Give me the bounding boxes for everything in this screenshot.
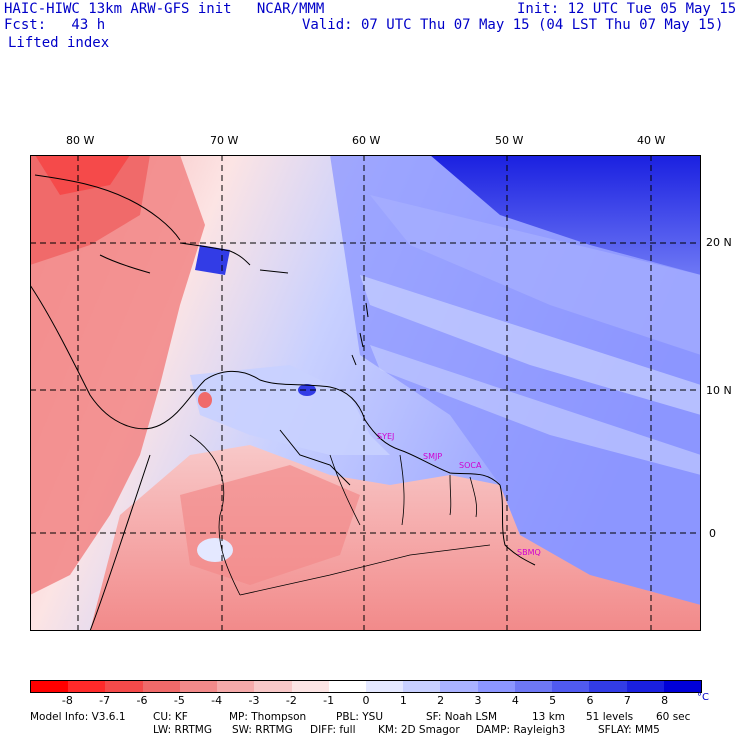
station-smjp: SMJP — [423, 452, 443, 461]
model-info-version: Model Info: V3.6.1 — [30, 711, 126, 723]
colorbar-tick-label: 6 — [586, 694, 594, 707]
model-title: HAIC-HIWC 13km ARW-GFS init NCAR/MMM — [4, 1, 325, 17]
field-caribbean-blue — [190, 365, 390, 455]
model-info-lw: LW: RRTMG — [153, 724, 212, 736]
field-west-red — [30, 155, 205, 595]
graticule — [30, 155, 701, 631]
colorbar-tick-label: -4 — [211, 694, 223, 707]
colorbar-tick-label: 0 — [362, 694, 370, 707]
colorbar-tick-label: 2 — [437, 694, 445, 707]
valid-time: Valid: 07 UTC Thu 07 May 15 (04 LST Thu … — [302, 17, 724, 33]
lon-label-60w: 60 W — [352, 134, 381, 147]
lon-label-80w: 80 W — [66, 134, 95, 147]
field-cuba-red — [35, 155, 130, 195]
colorbar-segment — [514, 681, 553, 692]
colorbar-tick-label: 8 — [661, 694, 669, 707]
colorbar-tick-label: 5 — [549, 694, 557, 707]
colorbar-segment — [217, 681, 255, 692]
colorbar-segment — [552, 681, 590, 692]
colorbar-tick-label: -1 — [323, 694, 335, 707]
init-time: Init: 12 UTC Tue 05 May 15 — [517, 1, 737, 17]
colorbar-tick-label: 4 — [511, 694, 519, 707]
colorbar-tick-label: -3 — [248, 694, 260, 707]
colorbar-segment — [105, 681, 143, 692]
colorbar-segment — [440, 681, 478, 692]
colorbar-segment — [328, 681, 366, 692]
map-frame — [30, 155, 701, 631]
colorbar-segment — [477, 681, 515, 692]
colorbar-segment — [589, 681, 627, 692]
colorbar-segment — [626, 681, 664, 692]
colorbar-segment — [254, 681, 292, 692]
lon-label-70w: 70 W — [210, 134, 239, 147]
field-inland-light-spot — [197, 538, 233, 562]
field-band-3 — [370, 345, 701, 475]
colorbar-tick-label: 1 — [399, 694, 407, 707]
model-info-km: KM: 2D Smagor — [378, 724, 460, 736]
colorbar-tick-label: -2 — [285, 694, 297, 707]
model-info-cu: CU: KF — [153, 711, 188, 723]
field-northeast-deep-blue — [430, 155, 701, 275]
colorbar-segment — [365, 681, 404, 692]
colorbar-segment — [663, 681, 701, 692]
colorbar — [30, 680, 702, 693]
model-info-sflay: SFLAY: MM5 — [598, 724, 660, 736]
model-info-sf: SF: Noah LSM — [426, 711, 498, 723]
field-hispaniola-blue — [195, 245, 230, 275]
lifted-index-map — [30, 155, 701, 631]
model-info-damp: DAMP: Rayleigh3 — [476, 724, 566, 736]
forecast-hour: Fcst: 43 h — [4, 17, 106, 33]
lon-label-50w: 50 W — [495, 134, 524, 147]
colorbar-segment — [142, 681, 180, 692]
model-info-resolution: 13 km — [532, 711, 566, 723]
station-syej: SYEJ — [377, 432, 395, 441]
colorbar-tick-label: -6 — [136, 694, 148, 707]
colorbar-segment — [291, 681, 329, 692]
station-sbmq: SBMQ — [517, 548, 541, 557]
model-info-pbl: PBL: YSU — [336, 711, 384, 723]
model-info-diff: DIFF: full — [310, 724, 356, 736]
model-info-mp: MP: Thompson — [229, 711, 307, 723]
lat-label-10n: 10 N — [706, 384, 732, 397]
colorbar-tick-label: 7 — [623, 694, 631, 707]
coastlines — [30, 174, 536, 631]
field-band-2 — [360, 275, 701, 415]
colorbar-segment — [68, 681, 106, 692]
colorbar-unit: °C — [697, 692, 709, 703]
colorbar-segment — [31, 681, 69, 692]
station-soca: SOCA — [459, 461, 482, 470]
colorbar-tick-label: -8 — [61, 694, 73, 707]
lat-label-0: 0 — [709, 527, 716, 540]
colorbar-segment — [403, 681, 441, 692]
colorbar-segment — [179, 681, 218, 692]
lat-label-20n: 20 N — [706, 236, 732, 249]
colorbar-tick-label: -5 — [173, 694, 185, 707]
borders — [189, 434, 491, 596]
colorbar-tick-label: -7 — [99, 694, 111, 707]
lon-label-40w: 40 W — [637, 134, 666, 147]
field-band-1 — [370, 195, 701, 355]
model-info-timestep: 60 sec — [656, 711, 691, 723]
model-info-levels: 51 levels — [586, 711, 634, 723]
field-blue-spot — [298, 384, 316, 396]
model-info-sw: SW: RRTMG — [232, 724, 293, 736]
colorbar-tick-label: 3 — [474, 694, 482, 707]
map-canvas — [30, 155, 701, 631]
field-name: Lifted index — [8, 35, 110, 51]
field-red-spot — [198, 392, 212, 408]
